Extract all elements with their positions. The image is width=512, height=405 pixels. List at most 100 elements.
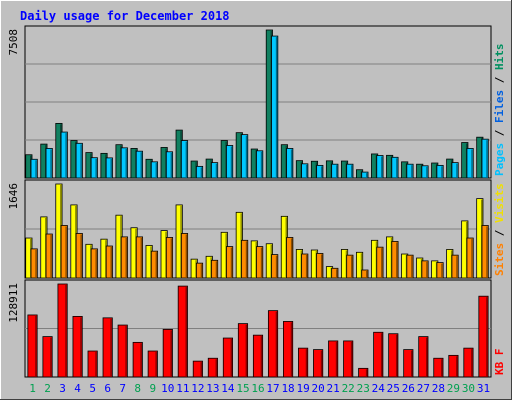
bar-sites-5-shade: [95, 249, 97, 278]
panel-bottom-legend: KB F: [493, 349, 506, 376]
bar-sites-16-shade: [260, 247, 263, 278]
bar-sites-11-shade: [185, 234, 188, 278]
bar-files-25: [391, 156, 399, 179]
bar-kb-14: [222, 337, 233, 378]
bar-sites-28-body: [436, 262, 444, 279]
bar-kb-21: [328, 340, 339, 378]
bar-kb-19-shade: [305, 349, 308, 377]
bar-files-30: [466, 148, 474, 179]
bar-files-15-body: [241, 134, 249, 179]
bar-kb-29-body: [448, 354, 459, 378]
bar-kb-16: [252, 334, 264, 378]
bar-visits-23-body: [356, 251, 364, 279]
bar-files-9-body: [150, 161, 158, 179]
bar-sites-2-body: [45, 233, 53, 279]
bar-kb-28-shade: [441, 359, 443, 377]
bar-sites-20-body: [316, 253, 324, 279]
bar-sites-18-body: [286, 237, 294, 279]
bar-sites-25: [391, 241, 399, 279]
bar-sites-24: [376, 246, 384, 279]
bar-files-28-shade: [441, 166, 443, 178]
legend-entry: Files: [493, 90, 506, 123]
bar-sites-1-shade: [35, 249, 37, 278]
bar-files-29: [451, 162, 459, 179]
bar-sites-20-shade: [320, 254, 323, 278]
bar-sites-23-shade: [366, 271, 368, 278]
bar-kb-9-shade: [155, 352, 157, 377]
bar-sites-27: [421, 260, 429, 279]
x-tick-label: 26: [402, 382, 415, 395]
bar-files-27-shade: [426, 166, 428, 178]
bar-kb-17-shade: [275, 311, 278, 377]
bar-files-8: [135, 150, 143, 179]
bar-files-23: [361, 171, 369, 179]
bar-files-6-shade: [110, 158, 112, 178]
bar-files-19-body: [301, 163, 309, 179]
bar-kb-20: [313, 349, 324, 378]
bar-sites-17-shade: [275, 255, 278, 278]
bar-kb-6-body: [102, 317, 113, 378]
bar-files-22-shade: [351, 165, 353, 178]
bar-kb-16-shade: [260, 336, 263, 377]
bar-files-22-body: [346, 163, 354, 179]
bar-sites-17: [271, 254, 279, 279]
bar-kb-13-body: [207, 357, 218, 378]
bar-files-15: [241, 134, 249, 179]
bar-files-17: [271, 35, 279, 179]
bar-files-20-body: [316, 164, 324, 179]
bar-sites-14-body: [226, 246, 234, 279]
panel-middle-max-label: 1646: [7, 183, 20, 210]
bar-sites-8: [135, 236, 143, 279]
x-tick-label: 1: [29, 382, 36, 395]
bar-kb-5-body: [87, 350, 98, 378]
bar-files-7-body: [120, 147, 128, 179]
bar-files-1-shade: [35, 160, 37, 178]
bar-files-25-shade: [396, 158, 398, 178]
bar-kb-25-body: [388, 333, 399, 378]
legend-entry: /: [493, 223, 506, 243]
bar-files-8-body: [135, 150, 143, 179]
bar-kb-9: [147, 350, 158, 378]
bar-sites-26-shade: [411, 256, 413, 278]
bar-sites-19-shade: [305, 255, 308, 278]
bar-sites-1-body: [30, 248, 38, 279]
bar-files-31: [481, 138, 489, 179]
bar-sites-6-body: [105, 245, 113, 279]
bar-kb-12-shade: [200, 362, 203, 377]
bar-sites-15: [241, 239, 249, 279]
bar-kb-31: [478, 295, 489, 378]
legend-entry: /: [493, 123, 506, 143]
bar-sites-14: [226, 246, 234, 279]
x-tick-label: 17: [266, 382, 279, 395]
bar-sites-30-shade: [471, 239, 473, 278]
bar-files-7: [120, 147, 128, 179]
bar-sites-16-body: [256, 246, 264, 279]
panel-bottom-max-label: 128911: [7, 283, 20, 323]
bar-kb-2: [42, 336, 53, 378]
bar-sites-13: [211, 259, 219, 279]
bar-sites-9-shade: [155, 252, 158, 278]
x-tick-label: 20: [312, 382, 325, 395]
bar-kb-10: [162, 328, 173, 378]
bar-kb-21-body: [328, 340, 339, 378]
bar-sites-31: [481, 225, 489, 279]
bar-sites-3: [60, 225, 68, 279]
x-tick-label: 16: [251, 382, 264, 395]
bar-files-11: [180, 140, 189, 179]
bar-sites-15-body: [241, 239, 249, 279]
bar-kb-5-shade: [95, 352, 97, 377]
bar-files-3: [60, 131, 68, 179]
legend-entry: Visits: [493, 183, 506, 223]
bar-kb-7-shade: [125, 326, 127, 377]
bar-sites-13-shade: [215, 261, 218, 278]
x-tick-label: 28: [432, 382, 445, 395]
bar-sites-26: [406, 254, 414, 279]
bar-files-2-shade: [50, 149, 52, 178]
bar-sites-12-shade: [200, 264, 203, 278]
bar-sites-22: [346, 254, 354, 279]
bar-sites-8-shade: [140, 237, 143, 278]
bar-kb-21-shade: [335, 341, 338, 377]
bar-kb-19-body: [298, 347, 309, 378]
bar-files-4-body: [75, 142, 83, 179]
bar-files-31-body: [481, 138, 489, 179]
